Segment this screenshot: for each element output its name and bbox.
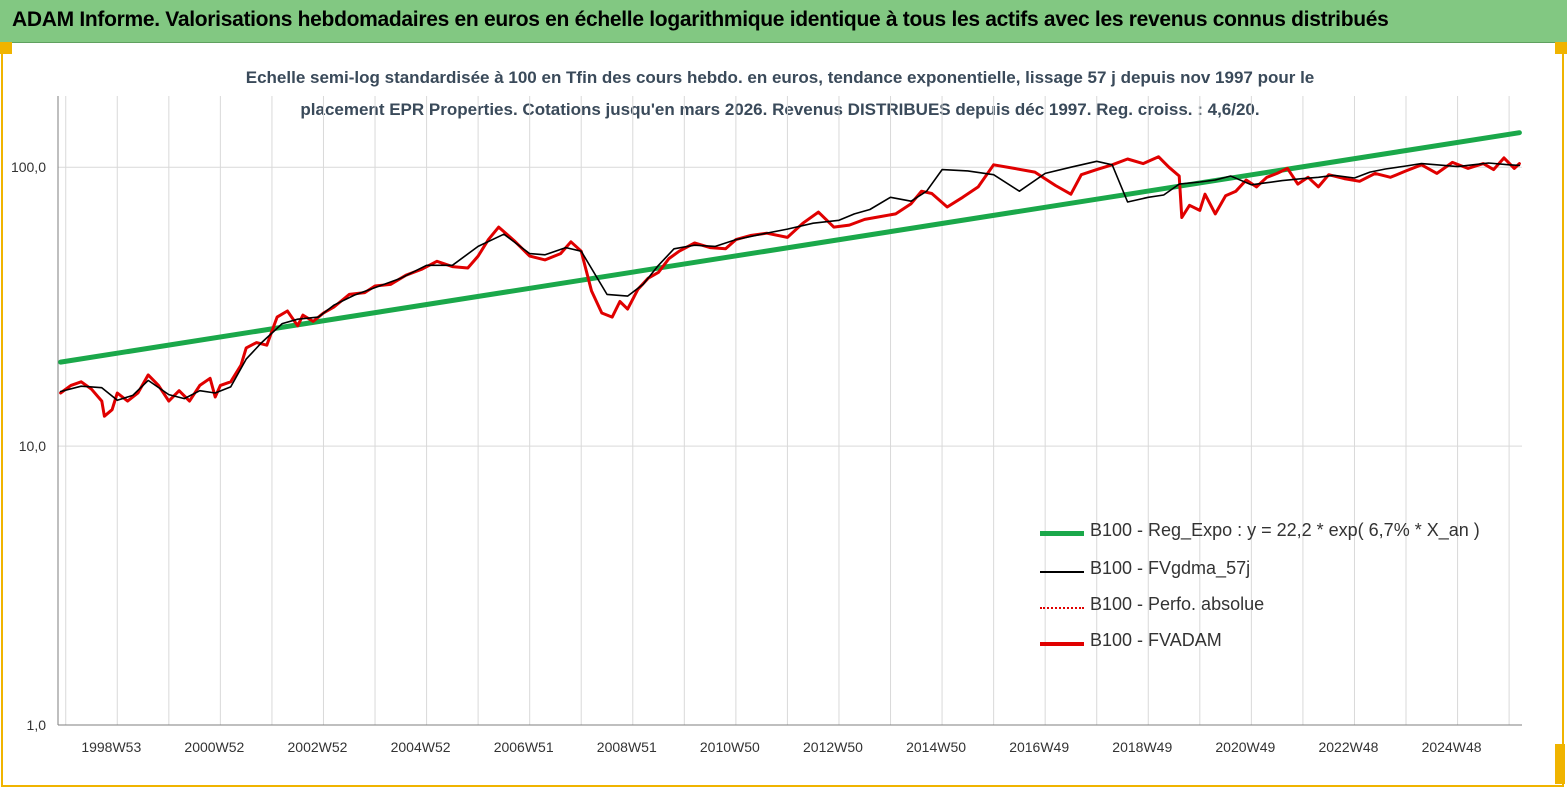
chart-subtitle-line-2: placement EPR Properties. Cotations jusq…	[300, 100, 1260, 119]
x-tick-label: 2012W50	[803, 739, 863, 755]
page-title: ADAM Informe. Valorisations hebdomadaire…	[12, 8, 1389, 31]
x-tick-label: 2008W51	[597, 739, 657, 755]
legend-label-fvadam: B100 - FVADAM	[1090, 630, 1222, 650]
axis-layer	[57, 96, 1522, 726]
grid-layer	[58, 96, 1522, 726]
legend-label-absolute: B100 - Perfo. absolue	[1090, 594, 1265, 614]
corner-marker-top-right	[1555, 42, 1567, 54]
x-tick-label: 2002W52	[288, 739, 348, 755]
chart-frame	[1, 42, 1564, 787]
x-tick-label: 2018W49	[1112, 739, 1172, 755]
legend-item-smoothed: B100 - FVgdma_57j	[1040, 558, 1500, 584]
x-tick-label: 2006W51	[494, 739, 554, 755]
series-layer	[58, 130, 1522, 418]
series-line-reg	[58, 130, 1522, 365]
x-tick-label: 2020W49	[1215, 739, 1275, 755]
x-tick-label: 1998W53	[81, 739, 141, 755]
chart-subtitle-line-1: Echelle semi-log standardisée à 100 en T…	[245, 68, 1315, 87]
x-tick-label: 2004W52	[391, 739, 451, 755]
legend-item-fvadam: B100 - FVADAM	[1040, 630, 1500, 656]
x-tick-label: 2022W48	[1318, 739, 1378, 755]
legend-item-absolute: B100 - Perfo. absolue	[1040, 594, 1500, 620]
y-tick-label: 1,0	[27, 717, 47, 733]
title-banner: ADAM Informe. Valorisations hebdomadaire…	[0, 0, 1567, 43]
x-tick-label: 2014W50	[906, 739, 966, 755]
series-line-smooth	[59, 160, 1521, 402]
corner-marker-top-left	[0, 42, 12, 54]
legend-swatch-regression	[1040, 531, 1084, 536]
legend-swatch-smoothed	[1040, 571, 1084, 573]
legend-label-regression: B100 - Reg_Expo : y = 22,2 * exp( 6,7% *…	[1090, 520, 1480, 540]
x-tick-label: 2000W52	[184, 739, 244, 755]
y-tick-label: 10,0	[19, 438, 46, 454]
series-line-fvadam	[59, 155, 1521, 418]
x-tick-label: 2024W48	[1422, 739, 1482, 755]
legend-item-regression: B100 - Reg_Expo : y = 22,2 * exp( 6,7% *…	[1040, 520, 1500, 546]
corner-marker-bottom-right	[1555, 744, 1565, 784]
legend-swatch-fvadam	[1040, 642, 1084, 646]
tick-label-layer: 1,0 10,0 100,0 1998W53 2000W52 2002W52 2004W52…	[11, 159, 1482, 755]
x-tick-label: 2010W50	[700, 739, 760, 755]
legend-label-smoothed: B100 - FVgdma_57j	[1090, 558, 1251, 578]
y-tick-label: 100,0	[11, 159, 46, 175]
legend-swatch-absolute	[1040, 607, 1084, 609]
x-tick-label: 2016W49	[1009, 739, 1069, 755]
